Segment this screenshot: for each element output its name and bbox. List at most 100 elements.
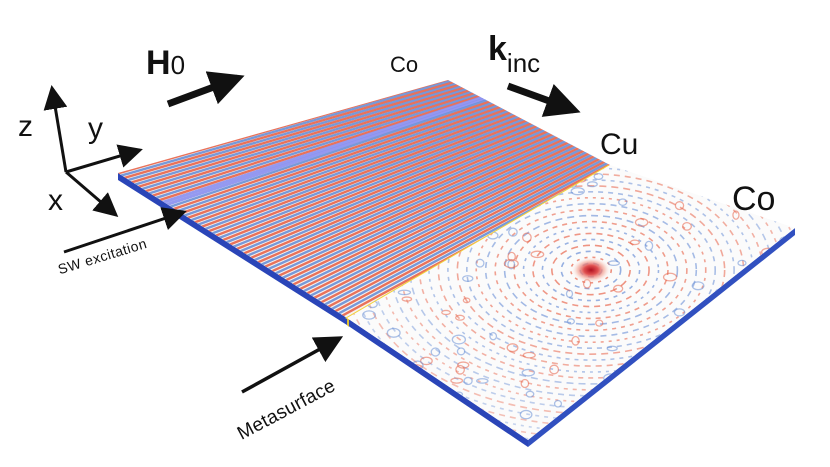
interference-ring: [475, 196, 707, 344]
wave-stripe: [162, 96, 514, 221]
speckle-ripple: [634, 217, 649, 227]
z-axis-label: z: [18, 110, 33, 143]
wave-stripe: [304, 149, 610, 312]
plane-wave-stripes: [118, 80, 610, 318]
speckle-ripple: [506, 343, 519, 353]
interference-ring: [513, 220, 669, 320]
field-subscript: 0: [170, 50, 186, 80]
wave-stripe: [315, 153, 610, 318]
field-direction-arrow: [166, 71, 245, 108]
wave-stripe: [118, 80, 476, 187]
speckle-ripple: [745, 312, 761, 322]
speckle-ripple: [593, 172, 604, 181]
speckle-ripple: [644, 240, 654, 251]
wave-stripe: [212, 115, 550, 253]
speckle-ripple: [386, 327, 401, 338]
field-symbol: H: [146, 44, 171, 82]
speckle-ripple: [606, 345, 618, 352]
wave-stripe: [222, 119, 558, 260]
wave-stripe: [247, 128, 575, 276]
interference-ring: [503, 214, 679, 326]
wave-stripe: [287, 143, 603, 301]
speckle-ripple: [750, 287, 765, 296]
wave-stripe: [118, 80, 474, 185]
speckle-ripple: [522, 351, 536, 359]
speckle-ripple: [607, 260, 620, 267]
speckle-ripple: [637, 168, 646, 176]
speckle-ripple: [525, 390, 535, 398]
speckle-ripple: [450, 377, 464, 384]
speckle-ripple: [475, 258, 485, 268]
field-label: H0: [146, 44, 185, 83]
interference-ring: [447, 179, 735, 361]
left-co-label: Co: [390, 52, 419, 77]
speckle-ripple: [691, 281, 705, 291]
right-co-label: Co: [732, 180, 776, 218]
speckle-ripple: [761, 383, 773, 390]
speckle-ripple: [718, 367, 731, 378]
interference-ring: [465, 191, 716, 349]
speckle-ripple: [565, 289, 574, 299]
speckle-ripple: [658, 426, 671, 434]
wave-stripe: [122, 82, 487, 197]
wavevector-label: kinc: [488, 30, 540, 78]
speckle-ripple: [712, 367, 726, 376]
slab-edge-front-right: [347, 318, 528, 447]
metasurface-arrow: [241, 336, 344, 394]
x-axis-arrow: [65, 170, 119, 217]
focus-spot: [571, 257, 611, 283]
speckle-ripple: [737, 259, 747, 267]
z-axis-arrow: [43, 85, 68, 173]
speckle-ripple: [662, 272, 678, 282]
wave-stripe: [158, 95, 512, 219]
speckle-ripple: [441, 309, 451, 316]
wave-stripe: [283, 141, 601, 298]
speckle-ripple: [519, 409, 533, 420]
speckle-ripple: [530, 250, 545, 259]
wave-stripe: [183, 104, 530, 235]
wave-stripe: [126, 83, 489, 199]
wave-stripe: [118, 80, 479, 190]
speckle-ripple: [705, 316, 716, 327]
wave-stripe: [118, 80, 471, 183]
speckle-ripple: [778, 289, 794, 298]
speckle-ripple: [595, 319, 604, 327]
wave-stripe: [226, 120, 560, 262]
wave-stripe: [118, 80, 482, 192]
wave-stripe: [251, 130, 578, 278]
speckle-ripple: [507, 251, 516, 262]
speckle-ripple: [455, 314, 465, 321]
wave-stripe: [147, 91, 504, 213]
speckle-ripple: [430, 347, 441, 357]
speckle-ripple: [694, 433, 703, 440]
wave-stripe: [129, 84, 492, 201]
speckle-ripple: [489, 331, 498, 341]
interference-ring: [494, 208, 688, 332]
speckle-ripple: [641, 414, 650, 422]
slab-edge-right: [528, 228, 795, 447]
wave-stripe: [204, 112, 545, 249]
excitation-arrow: [63, 207, 187, 254]
wavevector-subscript: inc: [506, 48, 541, 78]
speckle-ripple: [549, 364, 560, 375]
speckle-ripple: [457, 361, 470, 369]
wave-stripe: [144, 89, 502, 210]
speckle-ripple: [629, 239, 640, 246]
interference-ring: [532, 232, 650, 308]
speckle-ripple: [522, 232, 532, 243]
speckle-ripple: [732, 210, 740, 220]
speckle-ripple: [586, 181, 598, 188]
wave-stripe: [312, 152, 610, 317]
wave-stripe: [308, 151, 610, 314]
wave-stripe: [179, 103, 527, 233]
metasurface-edge: [347, 318, 349, 327]
wave-stripe: [140, 88, 499, 208]
interference-ring: [456, 185, 726, 355]
wave-stripe: [297, 147, 610, 307]
wave-stripe: [197, 110, 540, 244]
speckle-ripple: [380, 366, 392, 375]
speckle-ripple: [406, 380, 422, 388]
speckle-ripple: [566, 318, 575, 325]
interference-ring: [484, 202, 698, 338]
